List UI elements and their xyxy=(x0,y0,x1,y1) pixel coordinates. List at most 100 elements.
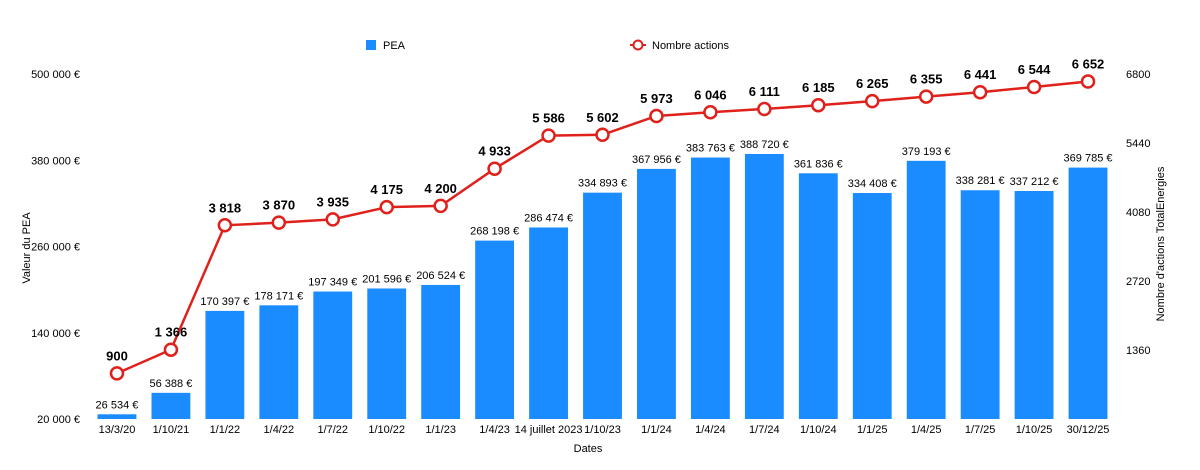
x-tick-label: 1/1/24 xyxy=(641,424,672,436)
y-axis-ticks: 20 000 € 140 000 € 260 000 € 380 000 € 500 0… xyxy=(31,69,80,426)
bar xyxy=(1068,167,1108,419)
bar-value-label: 334 893 € xyxy=(578,178,627,190)
bar xyxy=(690,157,730,419)
x-tick-label: 1/1/23 xyxy=(425,424,456,436)
x-axis-ticks: 13/3/20 1/10/21 1/1/22 1/4/22 1/7/22 1/10/22 1… xyxy=(99,424,1110,436)
y-tick-label: 140 000 € xyxy=(31,328,80,340)
bar xyxy=(852,193,892,419)
x-tick-label: 1/4/24 xyxy=(695,424,726,436)
bar xyxy=(421,284,461,419)
y-tick-label: 500 000 € xyxy=(31,69,80,81)
x-tick-label: 1/4/25 xyxy=(911,424,942,436)
legend-shares-label: Nombre actions xyxy=(652,40,730,52)
y-tick-label: 20 000 € xyxy=(37,414,80,426)
y2-tick-label: 2720 xyxy=(1126,276,1150,288)
line-point xyxy=(487,161,502,176)
bar xyxy=(313,291,353,419)
line-value-label: 6 355 xyxy=(910,72,943,87)
y2-axis-title: Nombre d'actions TotalEnergies xyxy=(1155,166,1167,321)
pea-bar-labels: 26 534 € 56 388 € 170 397 € 178 171 € 197 34… xyxy=(96,139,1113,411)
line-value-label: 6 111 xyxy=(749,84,780,99)
x-tick-label: 1/1/22 xyxy=(210,424,241,436)
legend-shares-marker-icon xyxy=(632,39,644,51)
bar-value-label: 206 524 € xyxy=(416,270,465,282)
line-value-label: 3 870 xyxy=(263,198,296,213)
bar xyxy=(259,305,299,419)
line-value-label: 6 652 xyxy=(1072,57,1105,72)
legend: PEA Nombre actions xyxy=(366,39,730,52)
line-value-label: 5 586 xyxy=(532,111,565,126)
y2-tick-label: 1360 xyxy=(1126,345,1150,357)
x-tick-label: 30/12/25 xyxy=(1067,424,1110,436)
bar xyxy=(205,310,245,419)
y-tick-label: 380 000 € xyxy=(31,155,80,167)
x-tick-label: 1/7/24 xyxy=(749,424,780,436)
bar xyxy=(798,173,838,419)
bar xyxy=(637,168,676,419)
bar-value-label: 56 388 € xyxy=(150,378,193,390)
x-tick-label: 1/7/22 xyxy=(317,424,348,436)
x-tick-label: 13/3/20 xyxy=(99,424,136,436)
bar-value-label: 334 408 € xyxy=(848,178,897,190)
line-value-label: 3 818 xyxy=(209,200,242,215)
bar xyxy=(367,288,407,419)
bar-value-label: 388 720 € xyxy=(740,139,789,151)
line-value-label: 5 973 xyxy=(640,91,673,106)
bar xyxy=(97,414,137,419)
line-point xyxy=(703,105,718,120)
y2-tick-label: 4080 xyxy=(1126,207,1150,219)
line-value-label: 4 933 xyxy=(478,144,511,159)
line-value-label: 4 175 xyxy=(370,182,403,197)
y-axis-title: Valeur du PEA xyxy=(21,212,33,284)
line-point xyxy=(1026,79,1042,95)
x-tick-label: 1/7/25 xyxy=(965,424,996,436)
bar-value-label: 383 763 € xyxy=(686,143,735,155)
bar-value-label: 369 785 € xyxy=(1064,153,1113,165)
line-value-label: 6 544 xyxy=(1018,62,1051,77)
bar-value-label: 197 349 € xyxy=(308,277,357,289)
line-point xyxy=(433,198,448,214)
bar xyxy=(151,392,191,419)
bar-value-label: 286 474 € xyxy=(524,212,573,224)
line-point xyxy=(972,84,988,100)
bar-value-label: 379 193 € xyxy=(902,146,951,158)
line-point xyxy=(595,127,610,143)
line-value-label: 1 366 xyxy=(155,325,188,340)
bar xyxy=(744,153,784,420)
line-value-label: 4 200 xyxy=(424,181,457,196)
pea-bars xyxy=(97,153,1108,420)
line-point xyxy=(541,128,556,143)
bar-value-label: 338 281 € xyxy=(956,175,1005,187)
line-point xyxy=(864,93,880,109)
line-value-label: 3 935 xyxy=(316,194,349,209)
bar xyxy=(960,190,1000,419)
line-point xyxy=(325,212,341,227)
bar-value-label: 367 956 € xyxy=(632,154,681,166)
line-value-label: 6 441 xyxy=(964,67,997,82)
x-tick-label: 14 juillet 2023 xyxy=(515,424,583,436)
line-value-label: 6 046 xyxy=(694,87,727,102)
bar-value-label: 361 836 € xyxy=(794,158,843,170)
y-tick-label: 260 000 € xyxy=(31,242,80,254)
bar xyxy=(475,240,515,419)
x-tick-label: 1/10/24 xyxy=(800,424,837,436)
x-tick-label: 1/4/22 xyxy=(264,424,295,436)
x-tick-label: 1/1/25 xyxy=(857,424,888,436)
bar xyxy=(529,227,568,419)
line-point xyxy=(649,108,664,124)
x-tick-label: 1/10/25 xyxy=(1016,424,1053,436)
bar xyxy=(906,160,946,420)
shares-line-series xyxy=(109,74,1096,381)
line-point xyxy=(163,342,179,357)
bar-value-label: 170 397 € xyxy=(200,296,249,308)
line-point xyxy=(217,218,233,233)
line-point xyxy=(918,89,934,104)
y2-tick-label: 6800 xyxy=(1126,69,1150,81)
line-value-label: 900 xyxy=(106,348,128,363)
legend-pea-swatch xyxy=(366,40,376,50)
bar-value-label: 268 198 € xyxy=(470,226,519,238)
x-tick-label: 1/10/22 xyxy=(368,424,405,436)
line-value-label: 6 265 xyxy=(856,76,889,91)
y2-axis-ticks: 1360 2720 4080 5440 6800 xyxy=(1126,69,1150,357)
x-tick-label: 1/10/23 xyxy=(584,424,621,436)
